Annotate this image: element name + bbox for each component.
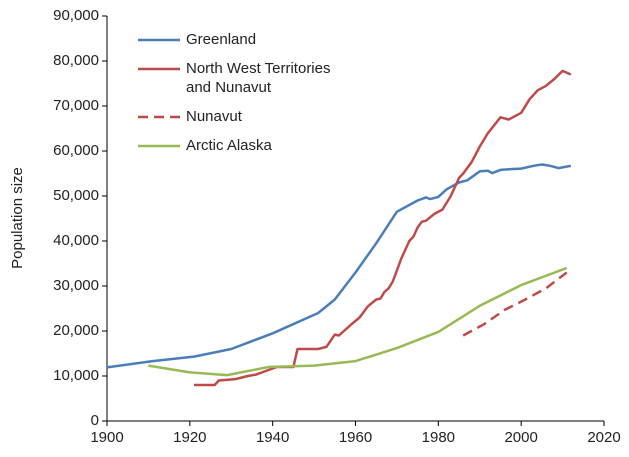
x-tick-label: 2020 [587,429,620,446]
legend: Greenland North West Territories and Nuna… [138,30,338,165]
y-tick-label: 90,000 [53,7,99,24]
x-tick-label: 1960 [339,429,372,446]
line-series [106,163,572,369]
y-tick-label: 80,000 [53,52,99,69]
legend-entry: Greenland [138,30,338,49]
y-tick-label: 0 [91,412,99,429]
line-series [462,271,568,337]
x-tick-label: 1940 [256,429,289,446]
y-tick-label: 30,000 [53,277,99,294]
legend-swatch [138,144,180,148]
y-axis-label: Population size [9,167,26,269]
y-tick-label: 40,000 [53,232,99,249]
legend-label: Arctic Alaska [186,137,272,154]
x-tick-label: 1920 [173,429,206,446]
y-tick-label: 20,000 [53,322,99,339]
y-tick-label: 60,000 [53,142,99,159]
x-tick-label: 1900 [90,429,123,446]
legend-swatch [138,38,180,42]
legend-label: North West Territories and Nunavut [186,60,331,96]
line-series [148,266,568,377]
y-tick-label: 50,000 [53,187,99,204]
x-tick-label: 1980 [422,429,455,446]
legend-label: Nunavut [186,108,242,125]
legend-label: Greenland [186,31,257,48]
legend-swatch [138,67,180,71]
legend-entry: North West Territories and Nunavut [138,59,338,97]
legend-swatch [138,115,180,119]
y-tick-label: 70,000 [53,97,99,114]
y-tick-label: 10,000 [53,367,99,384]
x-tick-label: 2000 [504,429,537,446]
legend-entry: Nunavut [138,107,338,126]
legend-entry: Arctic Alaska [138,136,338,155]
